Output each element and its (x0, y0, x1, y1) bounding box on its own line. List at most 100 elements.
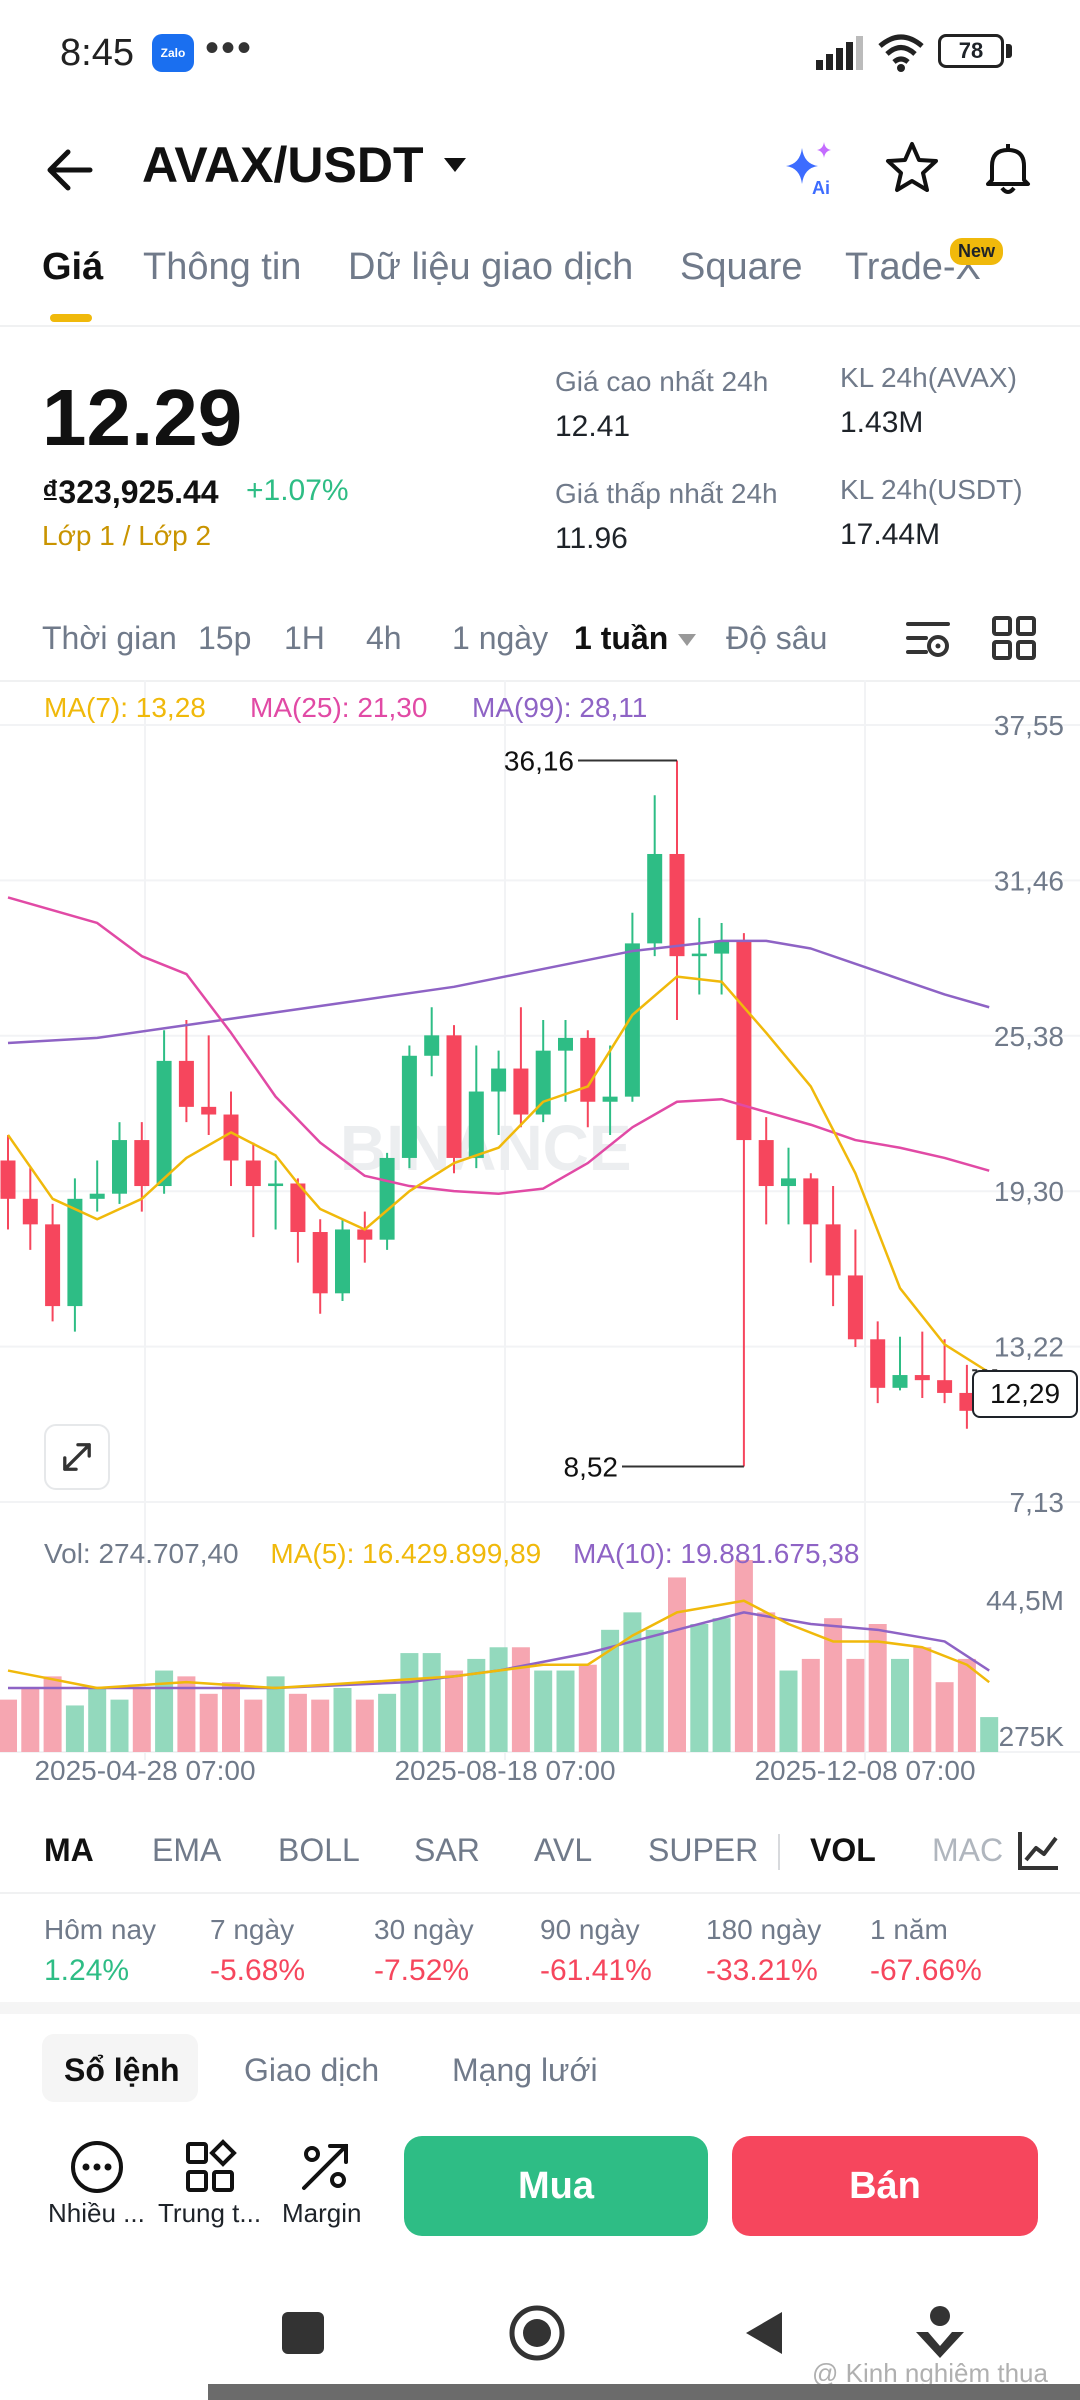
tab-network[interactable]: Mạng lưới (452, 2052, 598, 2088)
layout-grid-icon[interactable] (990, 614, 1038, 662)
indicator-ma[interactable]: MA (44, 1832, 94, 1868)
volume-bar (177, 1676, 196, 1752)
volume-bar (288, 1693, 307, 1752)
perf-30d-value: -7.52% (374, 1954, 470, 1987)
margin-label[interactable]: Margin (282, 2198, 362, 2228)
vol-ma10: MA(10): 19.881.675,38 (573, 1538, 860, 1569)
tab-info[interactable]: Thông tin (143, 246, 302, 288)
new-badge: New (950, 238, 1004, 265)
performance-divider (0, 1892, 1080, 1894)
volume-y-tick-min: 275K (999, 1721, 1065, 1752)
tab-trades[interactable]: Giao dịch (244, 2052, 380, 2088)
pair-title[interactable]: AVAX/USDT (142, 137, 424, 193)
low-24h-label: Giá thấp nhất 24h (555, 478, 778, 509)
chart-settings-icon[interactable] (902, 614, 954, 662)
ai-sparkle-icon[interactable]: Ai (780, 138, 840, 198)
candle (736, 940, 752, 1141)
pair-dropdown-caret-icon[interactable] (440, 150, 470, 180)
indicator-avl[interactable]: AVL (534, 1832, 593, 1868)
favorite-star-icon[interactable] (882, 138, 942, 198)
buy-button[interactable]: Mua (404, 2136, 708, 2236)
indicator-sar[interactable]: SAR (414, 1832, 480, 1868)
y-tick-label: 37,55 (994, 710, 1064, 741)
assistant-icon[interactable] (912, 2302, 968, 2362)
candle (312, 1232, 328, 1294)
recents-square-icon[interactable] (282, 2312, 324, 2354)
watermark-text: @ Kinh nghiệm thua (812, 2358, 1048, 2388)
candle (847, 1275, 863, 1340)
candle (401, 1055, 417, 1158)
candle (580, 1037, 596, 1102)
volume-bar (88, 1688, 107, 1752)
annotation-layer: 36,16 8,52 (504, 746, 744, 1482)
indicator-super[interactable]: SUPER (648, 1832, 759, 1868)
volume-bar (690, 1624, 709, 1752)
depth-tab[interactable]: Độ sâu (726, 620, 828, 656)
home-circle-icon[interactable] (508, 2304, 566, 2362)
candle (335, 1229, 350, 1294)
x-tick-label: 2025-12-08 07:00 (754, 1755, 975, 1780)
indicator-ema[interactable]: EMA (152, 1832, 222, 1868)
timeframe-1h[interactable]: 1H (284, 620, 325, 656)
hub-icon[interactable] (182, 2138, 240, 2196)
volume-bar (601, 1629, 620, 1752)
perf-90d-label: 90 ngày (540, 1914, 640, 1945)
notification-more-icon: ••• (205, 26, 254, 70)
volume-bar (734, 1560, 753, 1752)
timeframe-label[interactable]: Thời gian (42, 620, 177, 656)
tab-price[interactable]: Giá (42, 246, 104, 288)
ma99-legend: MA(99): 28,11 (472, 692, 648, 723)
tab-square[interactable]: Square (680, 246, 803, 288)
indicator-vol[interactable]: VOL (810, 1832, 876, 1868)
volume-bar (0, 1699, 17, 1752)
volume-bar (266, 1676, 285, 1752)
candle (803, 1178, 819, 1225)
tab-trading-data[interactable]: Dữ liệu giao dịch (348, 246, 634, 288)
high-24h-label: Giá cao nhất 24h (555, 366, 769, 397)
hub-label[interactable]: Trung t... (158, 2198, 262, 2228)
back-arrow-icon[interactable] (40, 140, 100, 200)
volume-bar (244, 1699, 263, 1752)
y-tick-label: 19,30 (994, 1176, 1064, 1207)
timeframe-1d[interactable]: 1 ngày (452, 620, 549, 656)
volume-bar (712, 1618, 731, 1752)
indicator-macd[interactable]: MAC (932, 1832, 1004, 1868)
candle (825, 1224, 841, 1276)
candle (758, 1140, 774, 1187)
svg-text:Ai: Ai (812, 178, 830, 198)
volume-bar (846, 1658, 865, 1752)
margin-icon[interactable] (296, 2138, 354, 2196)
candle (67, 1198, 83, 1307)
timeframe-1w[interactable]: 1 tuần (574, 620, 669, 656)
sell-button[interactable]: Bán (732, 2136, 1038, 2236)
volume-bar (578, 1664, 597, 1752)
volume-bar (935, 1682, 954, 1752)
volume-bar (445, 1670, 463, 1752)
more-options-label[interactable]: Nhiều ... (48, 2198, 145, 2228)
section-separator (0, 2002, 1080, 2014)
timeframe-4h[interactable]: 4h (366, 620, 402, 656)
fullscreen-expand-icon[interactable] (44, 1424, 110, 1490)
ma25-legend: MA(25): 21,30 (250, 692, 428, 723)
indicator-boll[interactable]: BOLL (278, 1832, 360, 1868)
alert-bell-icon[interactable] (978, 138, 1038, 198)
low-annotation: 8,52 (564, 1451, 619, 1482)
home-indicator (208, 2384, 1080, 2400)
back-triangle-icon[interactable] (742, 2310, 786, 2356)
last-price: 12.29 (42, 373, 243, 462)
more-options-icon[interactable] (68, 2138, 126, 2196)
price-change-percent: +1.07% (246, 474, 349, 507)
timeframe-caret-icon[interactable] (676, 632, 698, 648)
orderbook-tab-background (42, 2034, 198, 2102)
tab-orderbook[interactable]: Sổ lệnh (64, 2052, 180, 2088)
volume-bar (957, 1658, 976, 1752)
layer-tag-link[interactable]: Lớp 1 / Lớp 2 (42, 520, 212, 551)
volume-legend: Vol: 274.707,40 MA(5): 16.429.899,89 MA(… (44, 1538, 859, 1570)
indicator-settings-icon[interactable] (1014, 1826, 1062, 1874)
candles-layer (0, 760, 997, 1467)
candle (892, 1375, 908, 1388)
timeframe-15m[interactable]: 15p (198, 620, 252, 656)
perf-today-label: Hôm nay (44, 1914, 157, 1945)
candle (691, 953, 707, 957)
